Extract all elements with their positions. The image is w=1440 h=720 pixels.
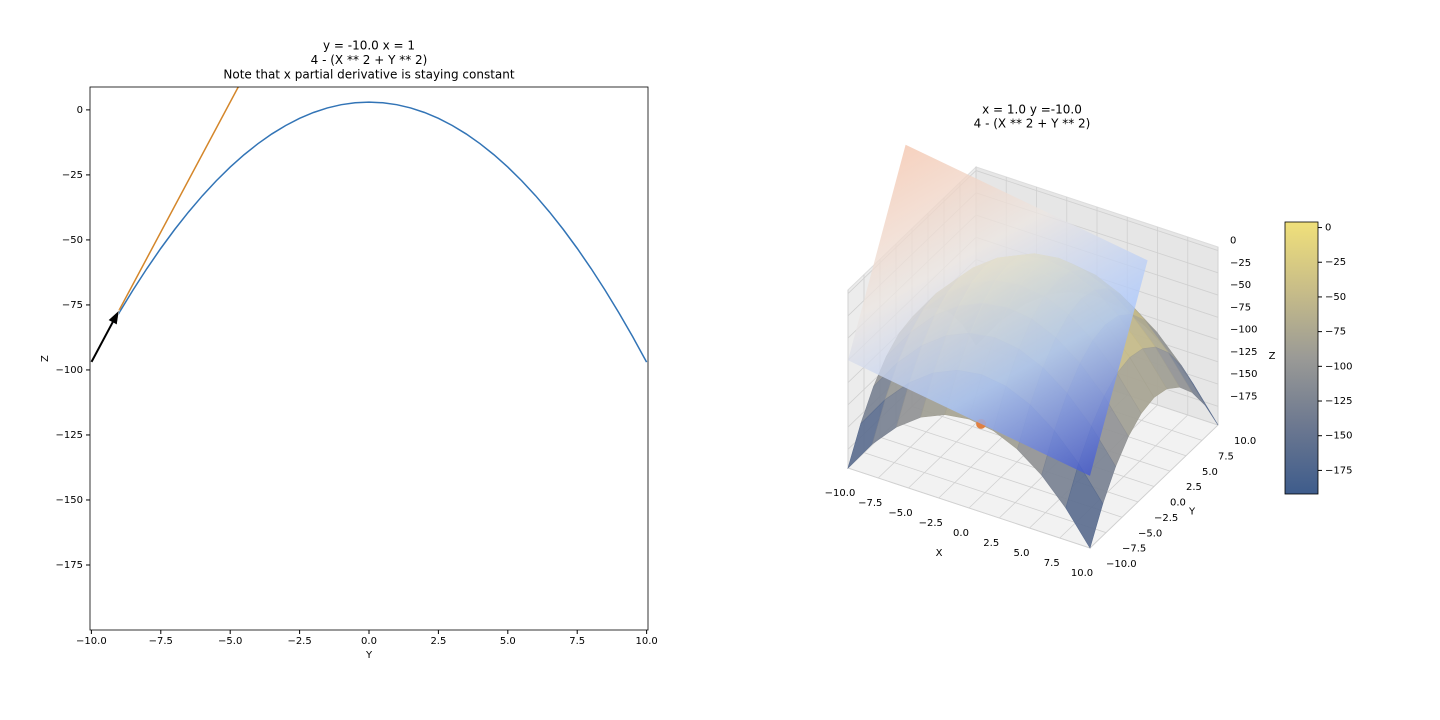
colorbar-tick-label: −150 [1325, 431, 1352, 442]
tick-label: −2.5 [919, 518, 943, 529]
z-axis-label: Z [1269, 351, 1276, 362]
tick-label: −5.0 [1138, 528, 1162, 539]
grid-line [847, 467, 1091, 549]
colorbar-tick-label: −50 [1325, 292, 1346, 303]
tick-label: 2.5 [1186, 482, 1202, 493]
tick-label: −150 [1230, 369, 1257, 380]
tick-label: −10.0 [1106, 559, 1137, 570]
y-axis-label: Z [40, 355, 51, 362]
grid-line [975, 170, 1219, 251]
tick-label: −175 [1230, 391, 1257, 402]
line-series [90, 101, 648, 363]
tick-label: 5.0 [1202, 467, 1218, 478]
tick-label: −2.5 [1154, 513, 1178, 524]
y-tick-label: −150 [56, 495, 83, 506]
tick-label: −7.5 [858, 498, 882, 509]
y-tick-label: −175 [56, 560, 83, 571]
colorbar-tick-label: −25 [1325, 257, 1346, 268]
colorbar-tick-label: −125 [1325, 396, 1352, 407]
x-axis-label: X [936, 548, 943, 559]
chart-title: y = -10.0 x = 1 [323, 39, 415, 53]
tick-label: 0 [1230, 236, 1236, 247]
colorbar-tick-label: 0 [1325, 223, 1331, 234]
y-tick-label: −50 [62, 235, 83, 246]
tick-label: 10.0 [1071, 568, 1093, 579]
x-tick-label: 2.5 [430, 636, 446, 647]
grid-line [863, 452, 1107, 534]
x-tick-label: −2.5 [287, 636, 311, 647]
colorbar-tick-label: −175 [1325, 465, 1352, 476]
tick-label: −5.0 [888, 508, 912, 519]
y-tick-label: 0 [77, 105, 83, 116]
tick-label: 7.5 [1218, 451, 1234, 462]
x-tick-label: 5.0 [500, 636, 516, 647]
tick-label: 2.5 [983, 538, 999, 549]
arrow [89, 309, 120, 364]
tick-label: −10.0 [825, 488, 856, 499]
tick-label: −75 [1230, 302, 1251, 313]
x-tick-label: 0.0 [361, 636, 377, 647]
tick-label: 5.0 [1014, 548, 1030, 559]
chart-title: x = 1.0 y =-10.0 [982, 103, 1082, 117]
axes-frame [89, 86, 649, 631]
colorbar [1284, 221, 1319, 495]
line-chart: y = -10.0 x = 14 - (X ** 2 + Y ** 2)Note… [40, 39, 658, 662]
tick-label: −7.5 [1122, 544, 1146, 555]
chart-title: Note that x partial derivative is stayin… [223, 68, 514, 82]
surface-chart: x = 1.0 y =-10.04 - (X ** 2 + Y ** 2) −10… [825, 103, 1353, 580]
y-tick-label: −75 [62, 300, 83, 311]
x-tick-label: 10.0 [635, 636, 657, 647]
y-tick-label: −100 [56, 365, 83, 376]
tick-label: 0.0 [953, 528, 969, 539]
x-tick-label: −10.0 [76, 636, 107, 647]
surface-patch [1065, 462, 1104, 549]
tick-label: 0.0 [1170, 498, 1186, 509]
tick-label: −100 [1230, 325, 1257, 336]
colorbar-tick-label: −75 [1325, 327, 1346, 338]
x-axis-label: Y [365, 650, 373, 661]
chart-title: 4 - (X ** 2 + Y ** 2) [974, 117, 1091, 131]
tangent-plane [848, 144, 1148, 476]
tick-label: −125 [1230, 347, 1257, 358]
y-tick-label: −125 [56, 430, 83, 441]
x-tick-label: −5.0 [218, 636, 242, 647]
x-tick-label: 7.5 [569, 636, 585, 647]
tick-label: −25 [1230, 258, 1251, 269]
tick-label: 7.5 [1044, 558, 1060, 569]
tick-label: 10.0 [1234, 436, 1256, 447]
y-tick-label: −25 [62, 170, 83, 181]
colorbar-tick-label: −100 [1325, 361, 1352, 372]
x-tick-label: −7.5 [149, 636, 173, 647]
y-axis-label: Y [1188, 507, 1196, 518]
tick-label: −50 [1230, 280, 1251, 291]
chart-title: 4 - (X ** 2 + Y ** 2) [311, 53, 428, 67]
